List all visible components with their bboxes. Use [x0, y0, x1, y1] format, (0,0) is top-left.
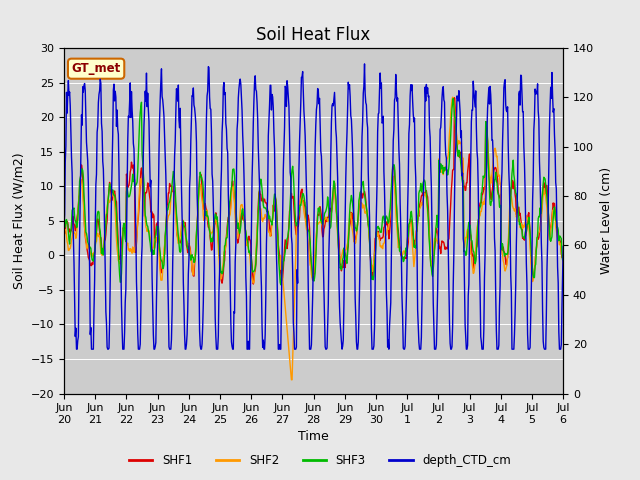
Y-axis label: Water Level (cm): Water Level (cm) [600, 167, 612, 275]
Y-axis label: Soil Heat Flux (W/m2): Soil Heat Flux (W/m2) [12, 153, 25, 289]
Text: GT_met: GT_met [72, 62, 121, 75]
Legend: SHF1, SHF2, SHF3, depth_CTD_cm: SHF1, SHF2, SHF3, depth_CTD_cm [124, 449, 516, 472]
Title: Soil Heat Flux: Soil Heat Flux [257, 25, 371, 44]
X-axis label: Time: Time [298, 431, 329, 444]
